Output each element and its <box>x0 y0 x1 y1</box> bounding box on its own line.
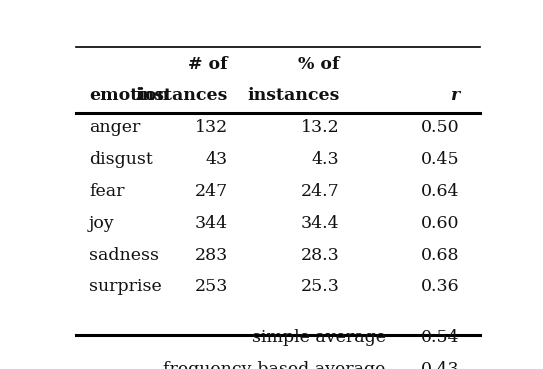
Text: instances: instances <box>247 87 339 104</box>
Text: instances: instances <box>135 87 228 104</box>
Text: sadness: sadness <box>89 246 159 263</box>
Text: surprise: surprise <box>89 279 162 296</box>
Text: emotion: emotion <box>89 87 169 104</box>
Text: 4.3: 4.3 <box>312 151 339 168</box>
Text: 344: 344 <box>194 215 228 232</box>
Text: 0.36: 0.36 <box>421 279 459 296</box>
Text: fear: fear <box>89 183 124 200</box>
Text: % of: % of <box>298 56 339 73</box>
Text: simple average: simple average <box>251 330 386 346</box>
Text: 0.54: 0.54 <box>421 330 459 346</box>
Text: 283: 283 <box>194 246 228 263</box>
Text: r: r <box>450 87 459 104</box>
Text: 0.50: 0.50 <box>421 119 459 136</box>
Text: 0.64: 0.64 <box>421 183 459 200</box>
Text: 0.43: 0.43 <box>421 361 459 369</box>
Text: 28.3: 28.3 <box>301 246 339 263</box>
Text: anger: anger <box>89 119 140 136</box>
Text: 13.2: 13.2 <box>301 119 339 136</box>
Text: 25.3: 25.3 <box>300 279 339 296</box>
Text: 253: 253 <box>194 279 228 296</box>
Text: 247: 247 <box>194 183 228 200</box>
Text: 24.7: 24.7 <box>301 183 339 200</box>
Text: joy: joy <box>89 215 115 232</box>
Text: disgust: disgust <box>89 151 153 168</box>
Text: 43: 43 <box>206 151 228 168</box>
Text: 0.60: 0.60 <box>421 215 459 232</box>
Text: 0.45: 0.45 <box>421 151 459 168</box>
Text: 0.68: 0.68 <box>421 246 459 263</box>
Text: 132: 132 <box>194 119 228 136</box>
Text: frequency-based average: frequency-based average <box>163 361 386 369</box>
Text: # of: # of <box>188 56 228 73</box>
Text: 34.4: 34.4 <box>301 215 339 232</box>
